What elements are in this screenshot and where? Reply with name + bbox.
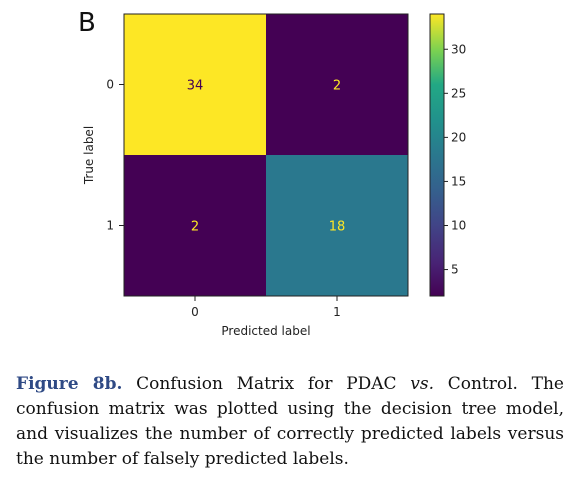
matrix-cell-1-1 xyxy=(266,155,408,296)
cell-value-1-1: 18 xyxy=(329,220,346,235)
panel-label: B xyxy=(78,8,96,38)
colorbar-tick-label-1: 10 xyxy=(451,219,466,233)
y-tick-label-0: 0 xyxy=(106,78,114,92)
x-tick-label-1: 1 xyxy=(333,305,341,319)
figure-caption: Figure 8b. Confusion Matrix for PDAC vs.… xyxy=(16,372,564,472)
y-tick-label-1: 1 xyxy=(106,219,114,233)
plot-frame xyxy=(123,13,409,297)
y-axis-label: True label xyxy=(82,126,96,185)
confusion-matrix-figure: B 34 2 2 18 0 1 0 1 Predicted label True label 5… xyxy=(78,8,466,338)
colorbar-tick-label-0: 5 xyxy=(451,263,459,277)
colorbar: 5 10 15 20 25 30 xyxy=(429,13,466,297)
axes: 0 1 0 1 Predicted label True label xyxy=(82,13,409,338)
cell-value-0-0: 34 xyxy=(187,79,204,94)
cell-value-0-1: 2 xyxy=(333,79,341,94)
matrix-cell-0-1 xyxy=(266,14,408,155)
matrix-cell-0-0 xyxy=(124,14,266,155)
caption-text-end: Control. The confusion matrix was plotte… xyxy=(16,374,564,469)
x-tick-label-0: 0 xyxy=(191,305,199,319)
caption-label: Figure 8b. xyxy=(16,374,123,394)
matrix-cells xyxy=(124,14,408,296)
cell-annotations: 34 2 2 18 xyxy=(187,79,346,235)
caption-text-start: Confusion Matrix for PDAC xyxy=(122,374,411,394)
colorbar-tick-label-2: 15 xyxy=(451,174,466,188)
colorbar-tick-label-4: 25 xyxy=(451,86,466,100)
colorbar-tick-label-3: 20 xyxy=(451,130,466,144)
colorbar-tick-label-5: 30 xyxy=(451,42,466,56)
caption-italic: vs. xyxy=(410,374,434,394)
cell-value-1-0: 2 xyxy=(191,220,199,235)
matrix-cell-1-0 xyxy=(124,155,266,296)
x-axis-label: Predicted label xyxy=(221,324,310,338)
colorbar-gradient xyxy=(429,13,445,297)
